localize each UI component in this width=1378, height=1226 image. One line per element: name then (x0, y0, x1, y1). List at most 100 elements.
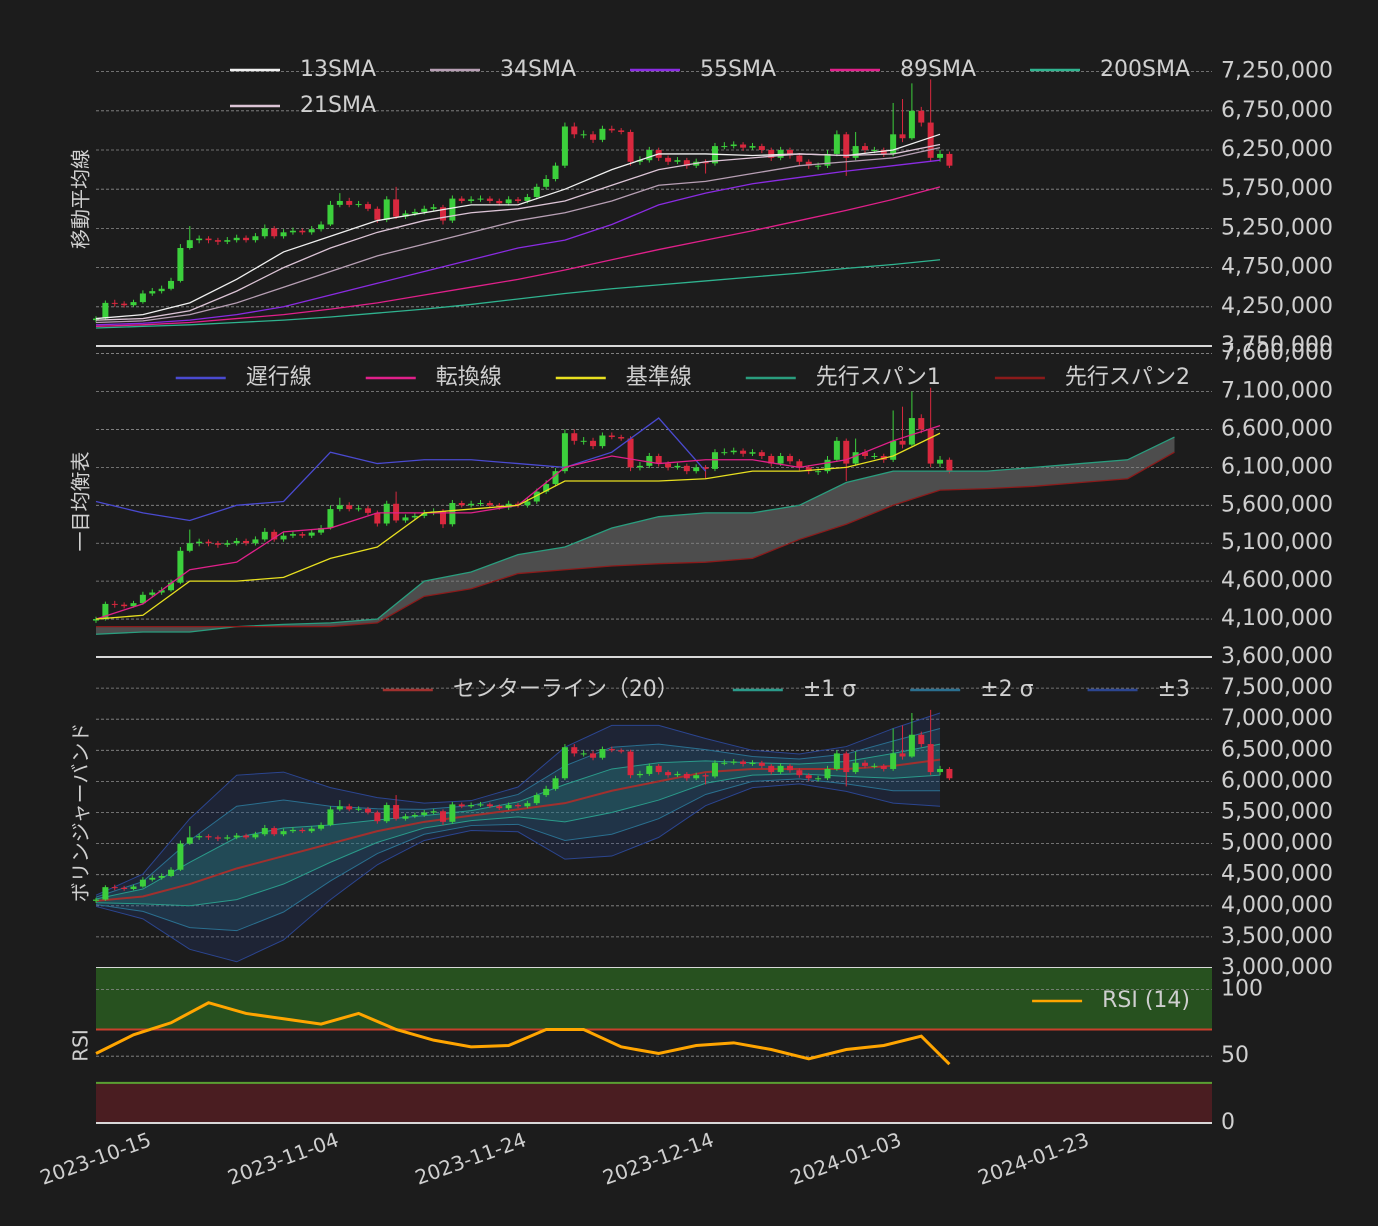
candle-body (946, 153, 953, 166)
candle-body (890, 753, 897, 769)
candle-body (336, 806, 343, 810)
y-tick-label: 4,250,000 (1221, 294, 1333, 319)
candle-body (158, 590, 165, 593)
candle-body (627, 751, 634, 776)
candle-body (852, 146, 859, 158)
candle-body (702, 161, 709, 164)
candle-body (505, 199, 512, 204)
candle-body (299, 829, 306, 832)
candle-body (899, 753, 906, 757)
candle-body (177, 550, 184, 583)
candle-body (252, 236, 259, 241)
candle-body (421, 812, 428, 815)
candle-body (730, 450, 737, 453)
candle-body (918, 734, 925, 745)
legend-label: センターライン（20） (453, 677, 679, 702)
candle-body (580, 440, 587, 442)
candle-body (374, 812, 381, 822)
y-tick-label: 0 (1221, 1110, 1235, 1135)
candle-body (937, 153, 944, 158)
candle-body (805, 467, 812, 472)
candle-body (599, 128, 606, 140)
candle-body (927, 122, 934, 158)
candle-body (730, 761, 737, 763)
candle-body (805, 775, 812, 779)
y-tick-label: 4,750,000 (1221, 255, 1333, 280)
candle-body (336, 200, 343, 205)
candle-body (862, 762, 869, 766)
candle-body (702, 775, 709, 777)
y-tick-label: 7,000,000 (1221, 706, 1333, 731)
candle-body (524, 803, 531, 807)
candle-body (168, 869, 175, 876)
candle-body (880, 765, 887, 769)
candle-body (196, 541, 203, 544)
candle-body (946, 768, 953, 779)
candle-body (383, 503, 390, 524)
candle-body (477, 804, 484, 806)
candle-body (824, 459, 831, 472)
sma-line (95, 159, 941, 326)
y-tick-label: 5,750,000 (1221, 176, 1333, 201)
candle-body (355, 204, 362, 206)
candle-body (927, 429, 934, 464)
candle-body (327, 204, 334, 225)
candle-body (580, 134, 587, 136)
candle-body (758, 146, 765, 150)
y-tick-label: 5,000,000 (1221, 831, 1333, 856)
band-upper (95, 728, 941, 898)
candle-body (439, 511, 446, 525)
candle-body (252, 539, 259, 544)
candle-body (505, 805, 512, 809)
candle-body (299, 534, 306, 536)
candle-body (468, 805, 475, 807)
candle-body (233, 540, 240, 544)
candle-body (618, 750, 625, 752)
candle-body (815, 778, 822, 780)
candle-body (383, 805, 390, 822)
candle-body (261, 228, 268, 237)
candle-body (786, 765, 793, 771)
candle-body (721, 452, 728, 454)
candle-body (843, 440, 850, 464)
candle-body (318, 224, 325, 230)
candle-body (374, 512, 381, 524)
candle-body (168, 582, 175, 591)
candle-body (486, 804, 493, 807)
band-fill (96, 712, 941, 962)
candle-body (890, 440, 897, 460)
y-tick-label: 6,500,000 (1221, 737, 1333, 762)
candle-body (486, 503, 493, 506)
y-axis-label: 移動平均線 (69, 149, 93, 249)
candle-body (102, 302, 109, 319)
sma-line (95, 259, 941, 329)
candle-body (636, 773, 643, 776)
y-axis-label: 一目均衡表 (69, 452, 93, 552)
candle-body (158, 875, 165, 878)
candle-body (852, 762, 859, 773)
candle-body (768, 765, 775, 773)
candle-body (393, 503, 400, 521)
candle-body (758, 762, 765, 766)
legend-label: RSI (14) (1102, 988, 1190, 1013)
candle-body (862, 146, 869, 150)
candle-body (393, 805, 400, 819)
candle-body (252, 834, 259, 838)
candle-body (740, 144, 747, 148)
candle-body (937, 768, 944, 773)
candle-body (121, 604, 128, 607)
candle-body (533, 491, 540, 502)
candle-body (833, 134, 840, 154)
candle-body (139, 594, 146, 604)
candle-body (402, 517, 409, 521)
candle-body (121, 303, 128, 306)
candle-body (477, 503, 484, 505)
y-tick-label: 4,100,000 (1221, 606, 1333, 631)
candle-body (646, 150, 653, 161)
candle-body (308, 532, 315, 536)
candle-body (430, 811, 437, 813)
candle-body (711, 762, 718, 777)
candle-body (674, 465, 681, 468)
candle-body (102, 603, 109, 620)
candle-body (318, 824, 325, 829)
